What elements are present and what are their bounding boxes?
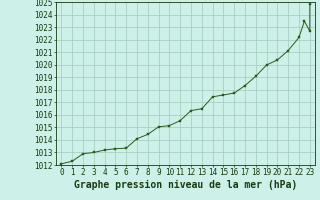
- X-axis label: Graphe pression niveau de la mer (hPa): Graphe pression niveau de la mer (hPa): [74, 180, 297, 190]
